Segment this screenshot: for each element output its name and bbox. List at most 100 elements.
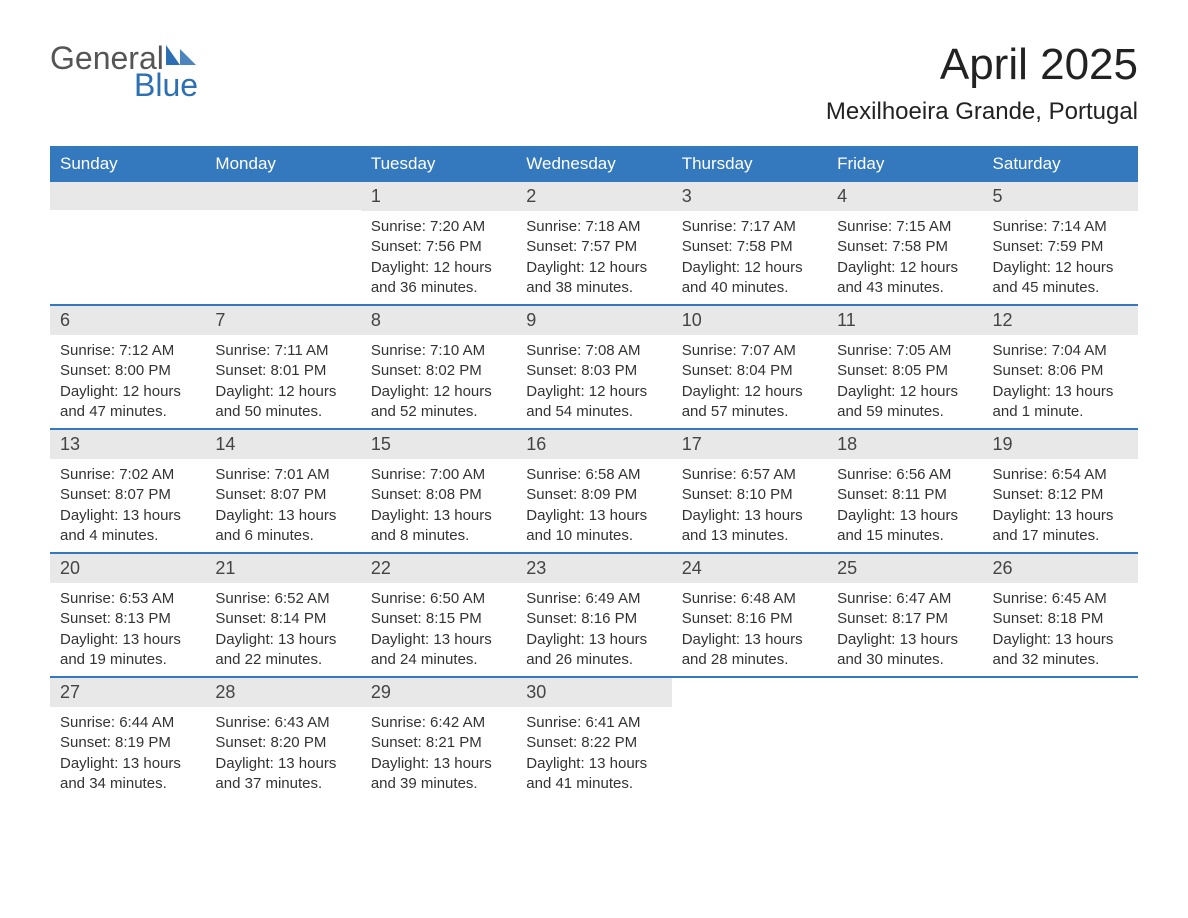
day-number: 7	[215, 310, 225, 330]
day-sunrise: Sunrise: 7:01 AM	[215, 465, 350, 485]
day-cell: 12Sunrise: 7:04 AMSunset: 8:06 PMDayligh…	[983, 306, 1138, 428]
weekday-saturday: Saturday	[983, 146, 1138, 182]
logo-triangle-icon	[166, 43, 204, 70]
day-content: Sunrise: 7:20 AMSunset: 7:56 PMDaylight:…	[361, 211, 516, 304]
day-sunset: Sunset: 8:13 PM	[60, 609, 195, 629]
day-daylight1: Daylight: 13 hours	[993, 506, 1128, 526]
day-sunset: Sunset: 8:10 PM	[682, 485, 817, 505]
day-number: 1	[371, 186, 381, 206]
day-number: 16	[526, 434, 546, 454]
day-content: Sunrise: 6:47 AMSunset: 8:17 PMDaylight:…	[827, 583, 982, 676]
day-daylight2: and 15 minutes.	[837, 526, 972, 546]
day-sunrise: Sunrise: 7:12 AM	[60, 341, 195, 361]
week-row: 6Sunrise: 7:12 AMSunset: 8:00 PMDaylight…	[50, 304, 1138, 428]
day-number: 14	[215, 434, 235, 454]
day-cell: 3Sunrise: 7:17 AMSunset: 7:58 PMDaylight…	[672, 182, 827, 304]
day-daylight2: and 43 minutes.	[837, 278, 972, 298]
day-number-row: 17	[672, 430, 827, 459]
day-content: Sunrise: 7:04 AMSunset: 8:06 PMDaylight:…	[983, 335, 1138, 428]
day-cell: 2Sunrise: 7:18 AMSunset: 7:57 PMDaylight…	[516, 182, 671, 304]
day-daylight1: Daylight: 13 hours	[60, 754, 195, 774]
day-number: 2	[526, 186, 536, 206]
day-sunrise: Sunrise: 6:43 AM	[215, 713, 350, 733]
day-daylight1: Daylight: 13 hours	[215, 506, 350, 526]
day-daylight1: Daylight: 13 hours	[60, 506, 195, 526]
day-sunset: Sunset: 7:58 PM	[837, 237, 972, 257]
day-daylight2: and 30 minutes.	[837, 650, 972, 670]
day-daylight2: and 38 minutes.	[526, 278, 661, 298]
day-content: Sunrise: 7:11 AMSunset: 8:01 PMDaylight:…	[205, 335, 360, 428]
day-cell: 7 Sunrise: 7:11 AMSunset: 8:01 PMDaylight…	[205, 306, 360, 428]
day-number-row: 18	[827, 430, 982, 459]
day-cell: 6Sunrise: 7:12 AMSunset: 8:00 PMDaylight…	[50, 306, 205, 428]
day-sunrise: Sunrise: 7:02 AM	[60, 465, 195, 485]
day-content: Sunrise: 7:12 AMSunset: 8:00 PMDaylight:…	[50, 335, 205, 428]
weekday-tuesday: Tuesday	[361, 146, 516, 182]
day-number-row: 2	[516, 182, 671, 211]
day-number-row: 8	[361, 306, 516, 335]
day-daylight1: Daylight: 12 hours	[371, 258, 506, 278]
day-number: 27	[60, 682, 80, 702]
day-sunset: Sunset: 8:15 PM	[371, 609, 506, 629]
day-sunrise: Sunrise: 7:14 AM	[993, 217, 1128, 237]
day-sunrise: Sunrise: 7:10 AM	[371, 341, 506, 361]
day-sunrise: Sunrise: 6:45 AM	[993, 589, 1128, 609]
day-number: 13	[60, 434, 80, 454]
day-sunset: Sunset: 7:57 PM	[526, 237, 661, 257]
day-daylight1: Daylight: 12 hours	[993, 258, 1128, 278]
day-cell: 13Sunrise: 7:02 AMSunset: 8:07 PMDayligh…	[50, 430, 205, 552]
day-number-row: 12	[983, 306, 1138, 335]
day-sunset: Sunset: 8:18 PM	[993, 609, 1128, 629]
day-cell: 30Sunrise: 6:41 AMSunset: 8:22 PMDayligh…	[516, 678, 671, 800]
day-daylight1: Daylight: 13 hours	[371, 754, 506, 774]
day-sunset: Sunset: 8:07 PM	[215, 485, 350, 505]
day-cell: 8Sunrise: 7:10 AMSunset: 8:02 PMDaylight…	[361, 306, 516, 428]
day-sunset: Sunset: 7:59 PM	[993, 237, 1128, 257]
day-daylight1: Daylight: 12 hours	[215, 382, 350, 402]
day-content: Sunrise: 6:44 AMSunset: 8:19 PMDaylight:…	[50, 707, 205, 800]
day-cell: 19 Sunrise: 6:54 AMSunset: 8:12 PMDayligh…	[983, 430, 1138, 552]
day-number: 19	[993, 434, 1013, 454]
day-cell: 9Sunrise: 7:08 AMSunset: 8:03 PMDaylight…	[516, 306, 671, 428]
day-content: Sunrise: 7:00 AMSunset: 8:08 PMDaylight:…	[361, 459, 516, 552]
day-number-row: 20	[50, 554, 205, 583]
day-number: 20	[60, 558, 80, 578]
day-number-row: 25	[827, 554, 982, 583]
day-sunset: Sunset: 8:01 PM	[215, 361, 350, 381]
day-cell: 28Sunrise: 6:43 AMSunset: 8:20 PMDayligh…	[205, 678, 360, 800]
day-sunset: Sunset: 8:22 PM	[526, 733, 661, 753]
day-sunrise: Sunrise: 6:47 AM	[837, 589, 972, 609]
day-number-row	[827, 678, 982, 706]
week-row: 27 Sunrise: 6:44 AMSunset: 8:19 PMDayligh…	[50, 676, 1138, 800]
day-daylight2: and 57 minutes.	[682, 402, 817, 422]
weekday-wednesday: Wednesday	[516, 146, 671, 182]
day-sunset: Sunset: 8:00 PM	[60, 361, 195, 381]
day-daylight2: and 32 minutes.	[993, 650, 1128, 670]
day-cell: 26Sunrise: 6:45 AMSunset: 8:18 PMDayligh…	[983, 554, 1138, 676]
weekday-header: Sunday Monday Tuesday Wednesday Thursday…	[50, 146, 1138, 182]
day-sunrise: Sunrise: 6:50 AM	[371, 589, 506, 609]
day-sunset: Sunset: 8:02 PM	[371, 361, 506, 381]
month-title: April 2025	[826, 40, 1138, 90]
day-sunset: Sunset: 8:11 PM	[837, 485, 972, 505]
day-daylight2: and 36 minutes.	[371, 278, 506, 298]
day-daylight1: Daylight: 13 hours	[371, 630, 506, 650]
day-daylight2: and 59 minutes.	[837, 402, 972, 422]
day-number-row: 3	[672, 182, 827, 211]
day-daylight2: and 26 minutes.	[526, 650, 661, 670]
day-sunrise: Sunrise: 7:07 AM	[682, 341, 817, 361]
day-daylight1: Daylight: 12 hours	[526, 258, 661, 278]
day-number: 9	[526, 310, 536, 330]
day-cell: 17Sunrise: 6:57 AMSunset: 8:10 PMDayligh…	[672, 430, 827, 552]
day-sunrise: Sunrise: 7:15 AM	[837, 217, 972, 237]
location: Mexilhoeira Grande, Portugal	[826, 98, 1138, 126]
day-sunrise: Sunrise: 7:17 AM	[682, 217, 817, 237]
day-content: Sunrise: 6:54 AMSunset: 8:12 PMDaylight:…	[983, 459, 1138, 552]
day-number-row: 30	[516, 678, 671, 707]
day-sunset: Sunset: 8:16 PM	[526, 609, 661, 629]
day-cell: 14 Sunrise: 7:01 AMSunset: 8:07 PMDayligh…	[205, 430, 360, 552]
day-content: Sunrise: 7:07 AMSunset: 8:04 PMDaylight:…	[672, 335, 827, 428]
day-cell: 22Sunrise: 6:50 AMSunset: 8:15 PMDayligh…	[361, 554, 516, 676]
day-number: 11	[837, 310, 856, 330]
day-sunset: Sunset: 8:16 PM	[682, 609, 817, 629]
